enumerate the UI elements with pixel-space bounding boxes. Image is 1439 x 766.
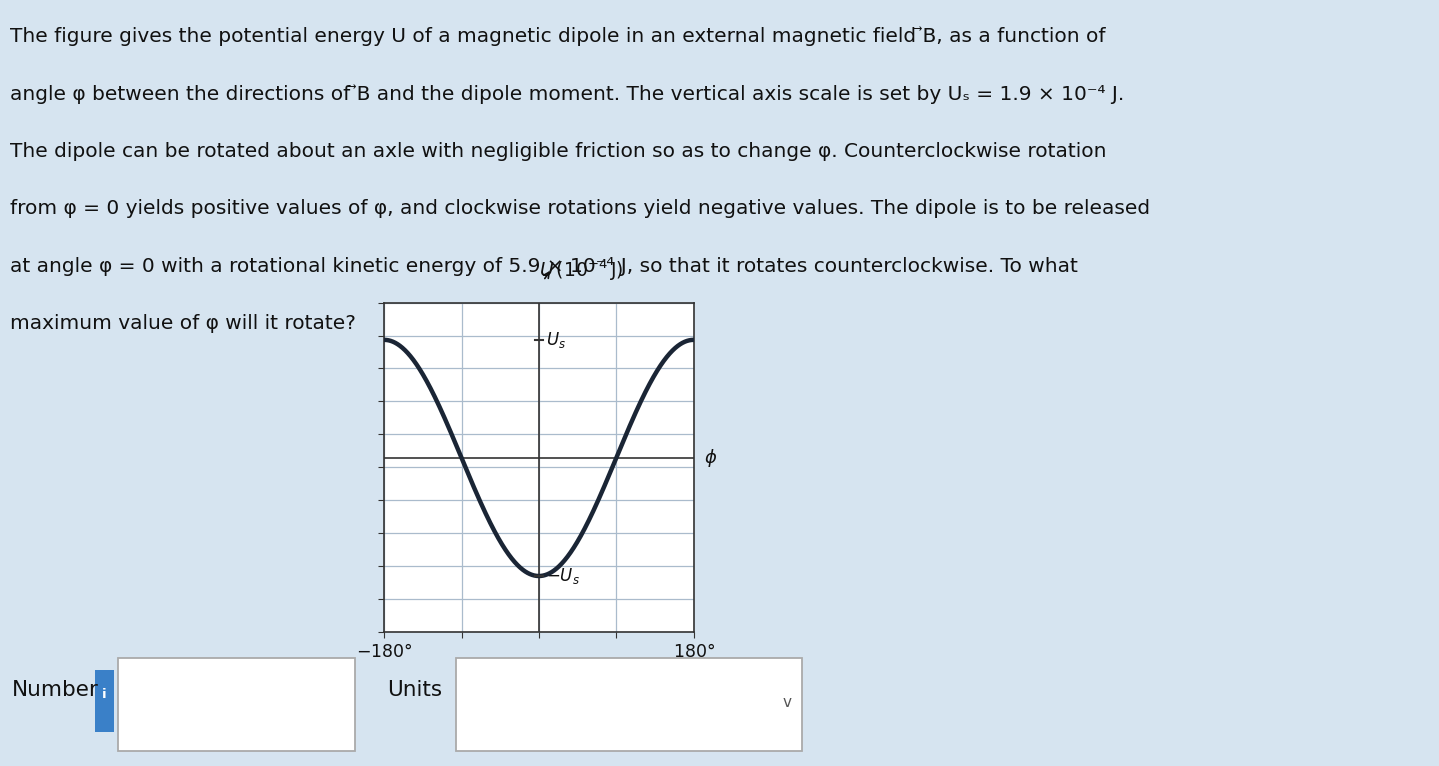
Text: $-180°$: $-180°$ [355, 643, 413, 661]
Text: $U\,(10^{-4}\,\mathrm{J})$: $U\,(10^{-4}\,\mathrm{J})$ [538, 257, 623, 283]
FancyBboxPatch shape [456, 658, 802, 751]
FancyBboxPatch shape [118, 658, 355, 751]
Text: i: i [102, 689, 106, 702]
Text: $\phi$: $\phi$ [704, 447, 717, 469]
Text: $180°$: $180°$ [672, 643, 715, 661]
Text: $U_s$: $U_s$ [545, 330, 566, 350]
Text: maximum value of φ will it rotate?: maximum value of φ will it rotate? [10, 314, 355, 333]
Text: Units: Units [387, 680, 442, 700]
Text: The figure gives the potential energy U of a magnetic dipole in an external magn: The figure gives the potential energy U … [10, 27, 1105, 46]
Text: at angle φ = 0 with a rotational kinetic energy of 5.9 × 10⁻⁴ J, so that it rota: at angle φ = 0 with a rotational kinetic… [10, 257, 1078, 276]
Text: angle φ between the directions of ⃗B and the dipole moment. The vertical axis sc: angle φ between the directions of ⃗B and… [10, 84, 1124, 103]
Text: from φ = 0 yields positive values of φ, and clockwise rotations yield negative v: from φ = 0 yields positive values of φ, … [10, 199, 1150, 218]
Text: v: v [783, 695, 791, 710]
Text: The dipole can be rotated about an axle with negligible friction so as to change: The dipole can be rotated about an axle … [10, 142, 1107, 161]
Text: $-U_s$: $-U_s$ [545, 566, 580, 586]
FancyBboxPatch shape [95, 670, 114, 732]
Text: Number: Number [12, 680, 98, 700]
